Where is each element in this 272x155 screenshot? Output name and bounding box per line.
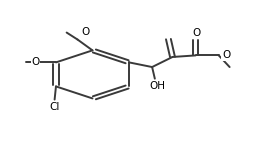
Text: O: O [82, 27, 90, 37]
Text: O: O [193, 28, 201, 38]
Text: OH: OH [150, 82, 166, 91]
Text: Cl: Cl [50, 102, 60, 112]
Text: O: O [31, 57, 40, 67]
Text: O: O [222, 50, 230, 60]
